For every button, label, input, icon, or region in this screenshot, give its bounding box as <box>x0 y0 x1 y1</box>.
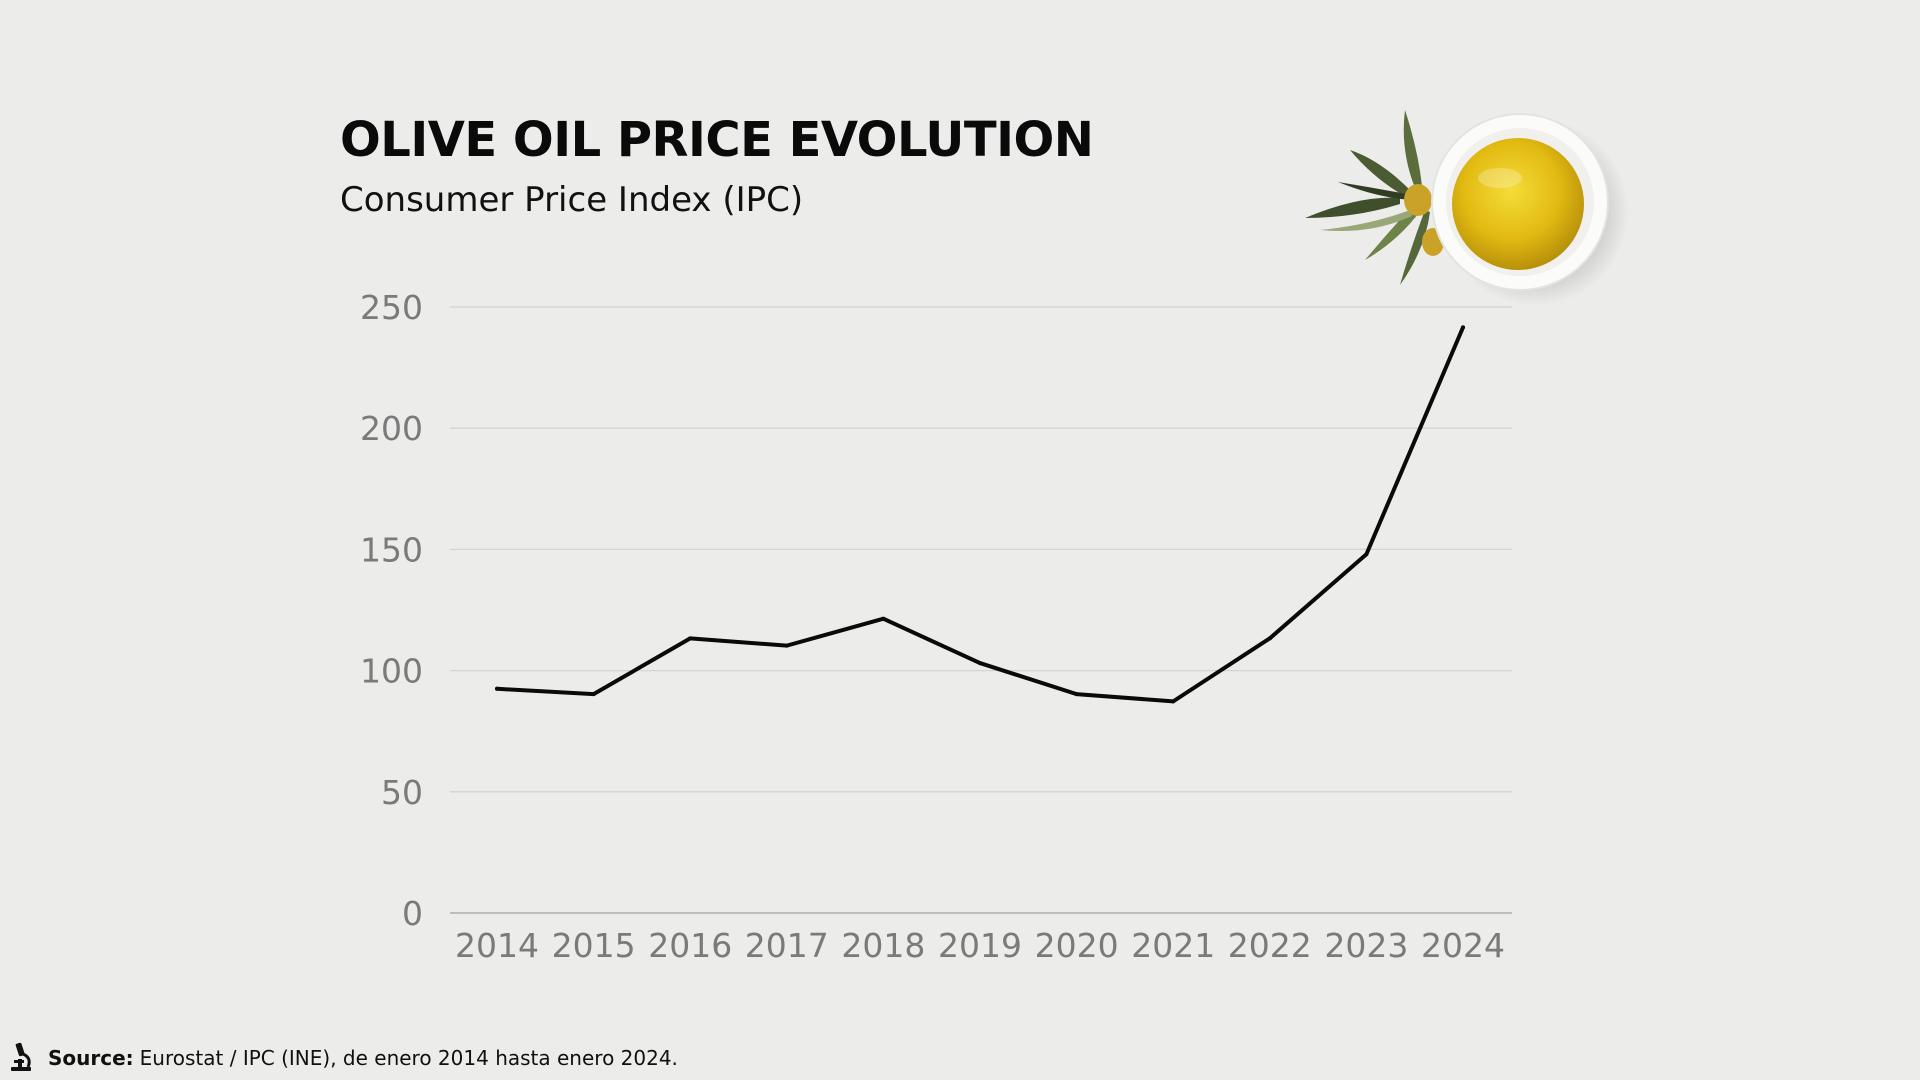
x-tick-label: 2019 <box>938 926 1022 965</box>
x-tick-label: 2024 <box>1421 926 1505 965</box>
data-point <box>1267 636 1272 641</box>
gridlines <box>450 306 1512 914</box>
data-point <box>688 636 693 641</box>
x-tick-label: 2023 <box>1324 926 1408 965</box>
data-point <box>881 616 886 621</box>
y-tick-label: 200 <box>360 409 423 448</box>
y-tick-label: 150 <box>360 530 423 569</box>
data-point <box>495 686 499 691</box>
data-point <box>1074 692 1079 697</box>
chart-subtitle: Consumer Price Index (IPC) <box>340 180 804 220</box>
data-point <box>978 661 982 666</box>
x-tick-label: 2021 <box>1131 926 1215 965</box>
series-layer <box>495 325 1465 704</box>
source-footer: Source: Eurostat / IPC (INE), de enero 2… <box>8 1042 678 1074</box>
y-axis-ticks: 0 50 100 150 200 250 <box>360 288 423 933</box>
data-point <box>591 692 596 697</box>
x-tick-label: 2018 <box>841 926 925 965</box>
olive-oil-bowl-image <box>1305 110 1629 306</box>
data-point <box>1461 325 1465 330</box>
x-tick-label: 2022 <box>1228 926 1312 965</box>
x-tick-label: 2017 <box>745 926 829 965</box>
chart-title: OLIVE OIL PRICE EVOLUTION <box>340 112 1094 168</box>
data-point <box>1364 552 1369 557</box>
series-line <box>495 325 1465 704</box>
y-tick-label: 100 <box>360 652 423 691</box>
microscope-icon <box>11 1042 31 1071</box>
data-point <box>1171 699 1176 704</box>
data-point <box>784 643 789 648</box>
x-tick-label: 2016 <box>648 926 732 965</box>
x-tick-label: 2020 <box>1035 926 1119 965</box>
source-text: Eurostat / IPC (INE), de enero 2014 hast… <box>139 1046 678 1070</box>
y-tick-label: 250 <box>360 288 423 327</box>
olive-branch-icon <box>1305 110 1444 285</box>
olive-oil-bowl-icon <box>1431 113 1629 306</box>
x-tick-label: 2015 <box>552 926 636 965</box>
y-tick-label: 0 <box>402 894 423 933</box>
y-tick-label: 50 <box>381 773 423 812</box>
x-axis-ticks: 2014 2015 2016 2017 2018 2019 2020 2021 2022 2023… <box>455 926 1505 965</box>
source-label: Source: <box>48 1046 134 1070</box>
x-tick-label: 2014 <box>455 926 539 965</box>
